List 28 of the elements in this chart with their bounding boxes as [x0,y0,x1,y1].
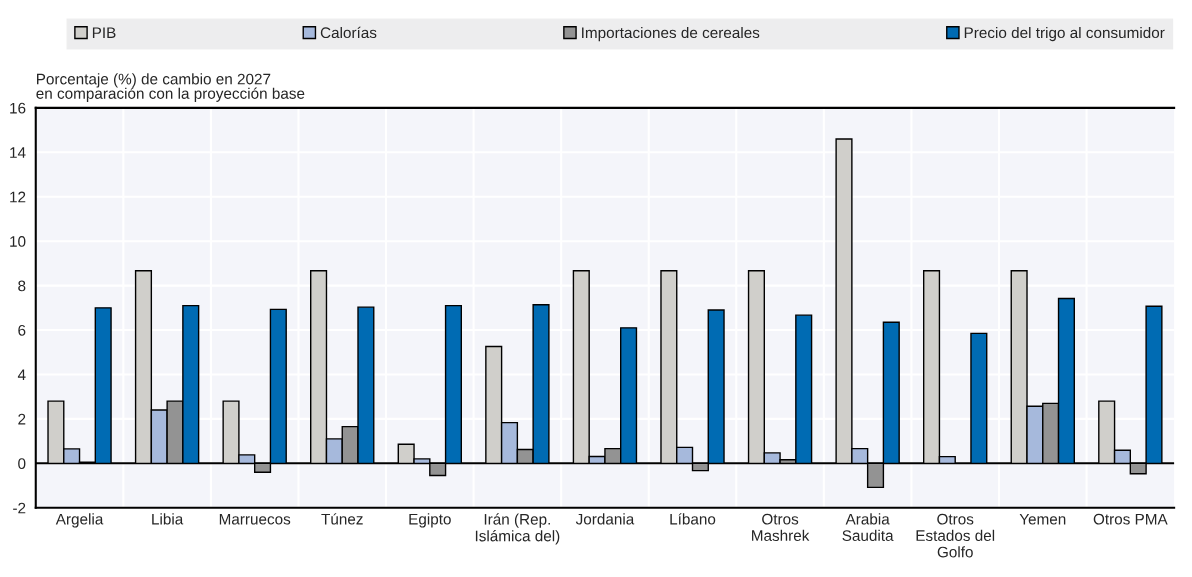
x-tick-label: Egipto [409,513,451,528]
x-tick-label: Argelia [55,513,104,528]
x-tick-label: Yemen [1019,513,1066,525]
y-tick-label: 2 [18,413,26,425]
y-tick-label: 10 [10,236,26,247]
y-tick-label: 8 [18,280,26,292]
y-tick-label: 12 [10,191,26,203]
y-tick-label: 14 [10,147,26,158]
legend-label: Precio del trigo al consumidor [964,26,1165,42]
y-tick-label: -2 [13,502,26,514]
y-tick-label: 16 [10,102,26,114]
y-axis-title: Porcentaje (%) de cambio en 2027 en comparación con la proyección base [36,73,305,102]
x-tick-label: Arabia Saudita [842,513,894,541]
legend-label: Importaciones de cereales [582,26,760,42]
y-tick-label: 4 [17,369,26,381]
y-tick-label: 0 [18,458,26,470]
x-tick-label: Libia [152,513,184,525]
x-tick-label: Otros PMA [1093,513,1168,525]
x-tick-label: Otros Mashrek [752,513,810,541]
legend-label: PIB [92,27,116,38]
x-tick-label: Túnez [321,513,363,525]
x-tick-label: Irán (Rep. Islámica del) [475,513,560,545]
x-tick-label: Marruecos [219,513,291,525]
legend-label: Calorías [320,26,377,39]
x-tick-label: Líbano [670,513,716,525]
x-tick-label: Otros Estados del Golfo [916,513,995,558]
y-tick-label: 6 [18,324,26,336]
x-tick-label: Jordania [575,513,635,525]
